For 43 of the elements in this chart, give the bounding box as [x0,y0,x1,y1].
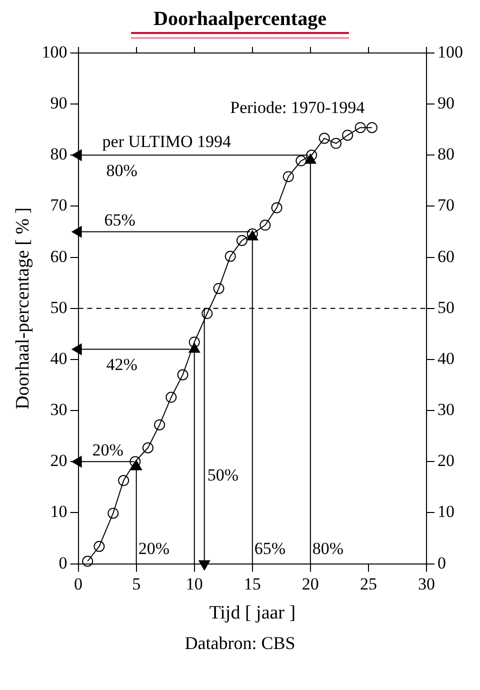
y2-tick-label: 20 [438,451,454,470]
annotation: 50% [207,466,239,485]
y-tick-label: 40 [50,348,68,368]
y-tick-label: 100 [42,42,68,62]
annotation: 80% [106,161,138,180]
x-tick-label: 15 [244,574,261,594]
x-tick-label: 0 [74,574,83,594]
x-tick-label: 25 [360,574,377,594]
annotation: 80% [312,538,344,558]
y-tick-label: 90 [50,94,68,113]
y2-tick-label: 70 [438,196,454,215]
x-tick-label: 20 [302,574,319,594]
y2-tick-label: 10 [438,502,454,522]
y2-tick-label: 100 [438,42,463,62]
annotation: 65% [254,538,286,558]
y-tick-label: 20 [50,451,68,470]
x-tick-label: 10 [186,574,203,594]
y2-tick-label: 90 [438,94,454,113]
annotation: 20% [138,538,170,558]
y-tick-label: 10 [50,502,68,522]
y-tick-label: 0 [58,553,68,572]
y-tick-label: 30 [50,400,68,420]
annotation: Periode: 1970-1994 [230,98,366,117]
annotation: 42% [106,355,138,374]
x-tick-label: 5 [132,574,141,594]
y2-tick-label: 60 [438,246,454,266]
y2-tick-label: 50 [438,298,454,317]
x-tick-label: 30 [418,574,435,594]
y-tick-label: 70 [50,196,68,215]
annotation: per ULTIMO 1994 [102,132,232,152]
y-tick-label: 60 [50,246,68,266]
annotation: 65% [104,210,136,230]
y2-tick-label: 0 [438,553,446,572]
y-tick-label: 50 [50,298,68,317]
annotation: 20% [92,440,124,460]
y-tick-label: 80 [50,144,68,164]
y2-tick-label: 30 [438,400,454,420]
text: Databron: CBS [184,633,296,654]
y-axis-title: Doorhaal-percentage [ % ] [12,207,34,410]
y2-tick-label: 40 [438,348,454,368]
chart-title: Doorhaalpercentage [154,8,326,31]
y2-tick-label: 80 [438,144,454,164]
x-axis-title: Tijd [ jaar ] [209,602,296,624]
